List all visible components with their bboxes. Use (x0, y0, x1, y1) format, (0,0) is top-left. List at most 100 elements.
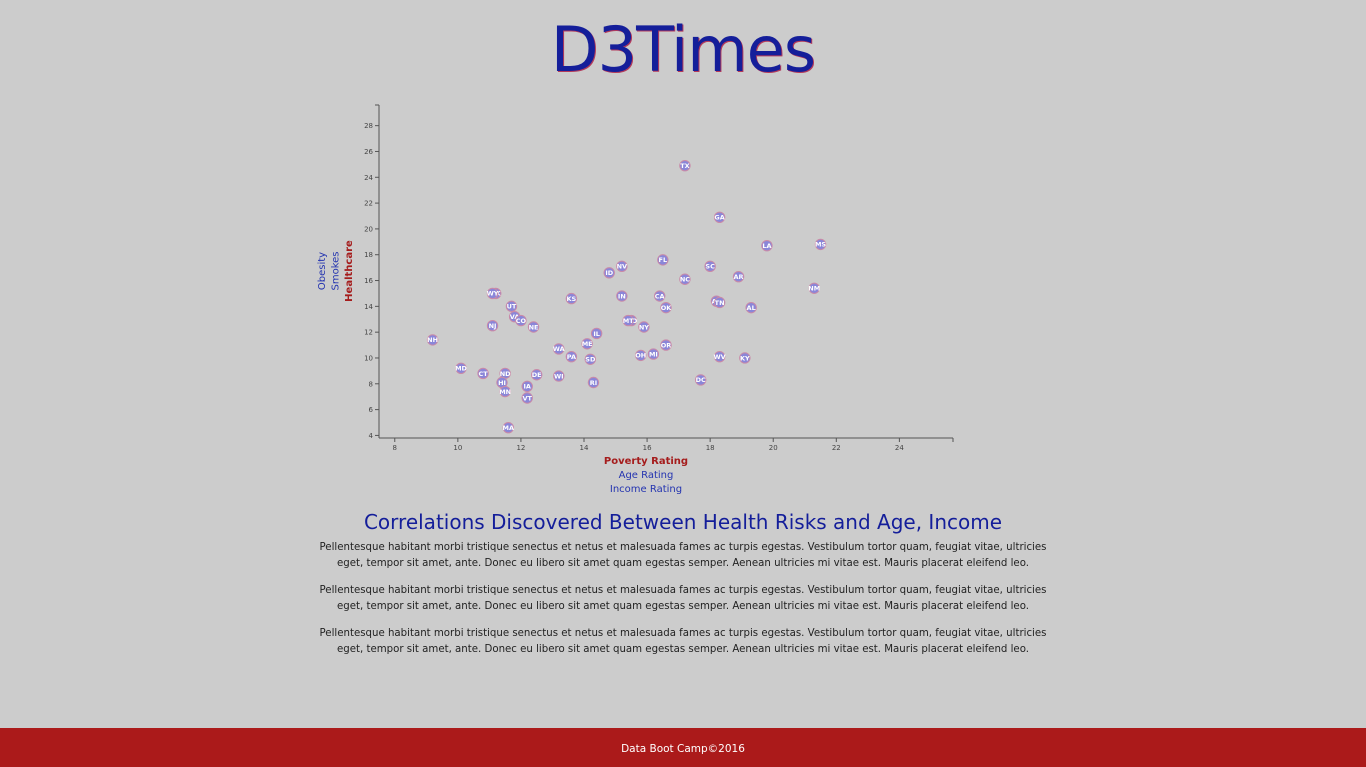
x-tick-label: 8 (393, 444, 397, 452)
state-point-sd[interactable]: SD (584, 353, 597, 365)
state-point-wa[interactable]: WA (553, 343, 565, 355)
x-tick-label: 14 (580, 444, 589, 452)
state-circle (590, 327, 603, 340)
state-circle (603, 267, 615, 279)
state-label: UT (507, 303, 517, 311)
state-point-mi[interactable]: MI (647, 348, 660, 360)
state-point-wy[interactable]: WY (486, 287, 499, 300)
x-axis-option-poverty-rating[interactable]: Poverty Rating (604, 456, 688, 467)
state-circle (713, 350, 726, 363)
y-tick-label: 28 (364, 122, 373, 130)
y-axis-option-smokes[interactable]: Smokes (331, 251, 342, 290)
state-label: TX (680, 162, 689, 170)
state-circle (739, 352, 751, 364)
x-axis-option-income-rating[interactable]: Income Rating (610, 484, 682, 495)
state-point-or[interactable]: OR (660, 339, 672, 351)
state-circle (455, 362, 467, 375)
state-circle (505, 300, 518, 313)
state-point-ut[interactable]: UT (505, 300, 518, 313)
x-tick-label: 18 (706, 444, 715, 452)
state-label: MN (499, 388, 511, 396)
state-point-pa[interactable]: PA (565, 350, 578, 363)
state-point-ma[interactable]: MA (503, 421, 515, 434)
state-label: IL (593, 330, 600, 338)
state-point-ct[interactable]: CT (477, 367, 489, 380)
state-point-ca[interactable]: CA (653, 290, 666, 302)
y-tick-label: 6 (369, 406, 374, 414)
state-circle (486, 287, 499, 300)
state-point-ar[interactable]: AR (732, 270, 745, 283)
state-label: AR (734, 273, 744, 281)
state-circle (587, 376, 600, 389)
state-point-wv[interactable]: WV (713, 350, 726, 363)
state-point-tn[interactable]: TN (713, 296, 726, 309)
state-point-la[interactable]: LA (761, 239, 773, 252)
state-point-nj[interactable]: NJ (486, 320, 499, 332)
state-point-me[interactable]: ME (581, 338, 593, 350)
state-label: AL (747, 304, 756, 312)
x-axis-option-age-rating[interactable]: Age Rating (619, 470, 674, 481)
state-label: VT (522, 394, 532, 402)
state-label: OK (661, 304, 673, 312)
state-point-ga[interactable]: GA (713, 211, 726, 223)
state-point-ky[interactable]: KY (739, 352, 751, 364)
state-point-nm[interactable]: NM (808, 282, 820, 294)
state-label: MS (815, 241, 826, 249)
state-label: SC (705, 263, 715, 271)
y-tick-label: 20 (364, 225, 373, 233)
state-point-fl[interactable]: FL (657, 254, 669, 266)
state-circle (486, 320, 499, 332)
state-label: NC (680, 276, 690, 284)
state-label: NM (808, 285, 820, 293)
state-point-tx[interactable]: TX (679, 159, 691, 172)
state-point-co[interactable]: CO (515, 314, 527, 327)
state-point-wi[interactable]: WI (553, 370, 565, 382)
state-point-nc[interactable]: NC (679, 273, 691, 285)
state-label: KS (567, 295, 577, 303)
state-point-al[interactable]: AL (745, 301, 757, 314)
state-label: OH (635, 352, 646, 360)
state-point-ne[interactable]: NE (527, 321, 540, 333)
state-point-nh[interactable]: NH (426, 334, 439, 346)
state-label: DC (696, 376, 706, 384)
article-paragraph: Pellentesque habitant morbi tristique se… (319, 585, 1047, 612)
state-point-mt[interactable]: MT (622, 314, 634, 327)
state-point-md[interactable]: MD (455, 362, 468, 375)
y-axis-option-healthcare[interactable]: Healthcare (344, 240, 355, 302)
state-label: LA (762, 242, 771, 250)
y-tick-label: 18 (364, 251, 373, 259)
state-circle (660, 339, 672, 351)
y-axis-option-obesity[interactable]: Obesity (317, 252, 328, 290)
state-label: GA (714, 214, 724, 222)
state-point-ia[interactable]: IA (521, 380, 533, 393)
state-point-ny[interactable]: NY (638, 321, 650, 333)
state-point-mn[interactable]: MN (499, 385, 511, 398)
state-point-vt[interactable]: VT (521, 392, 533, 404)
state-label: RI (590, 379, 597, 387)
state-label: NJ (489, 322, 497, 330)
state-point-oh[interactable]: OH (635, 349, 647, 362)
state-point-in[interactable]: IN (616, 290, 628, 302)
state-point-il[interactable]: IL (590, 327, 603, 340)
state-label: NH (427, 336, 438, 344)
state-circle (679, 273, 691, 285)
footer: Data Boot Camp©2016 (0, 728, 1366, 767)
state-point-dc[interactable]: DC (694, 374, 707, 386)
state-point-ok[interactable]: OK (660, 301, 673, 314)
state-label: HI (498, 379, 506, 387)
state-point-ri[interactable]: RI (587, 376, 600, 389)
state-circle (565, 292, 578, 305)
state-circle (660, 301, 672, 314)
state-point-ks[interactable]: KS (565, 292, 578, 305)
article-paragraph: Pellentesque habitant morbi tristique se… (319, 628, 1047, 655)
state-point-id[interactable]: ID (603, 267, 615, 279)
state-point-ms[interactable]: MS (814, 238, 826, 251)
state-label: NY (639, 323, 649, 331)
state-point-sc[interactable]: SC (704, 260, 716, 273)
state-point-de[interactable]: DE (530, 369, 543, 381)
state-point-nv[interactable]: NV (616, 260, 628, 273)
state-label: MA (503, 424, 515, 432)
state-label: IA (524, 383, 531, 391)
state-circle (713, 211, 726, 223)
